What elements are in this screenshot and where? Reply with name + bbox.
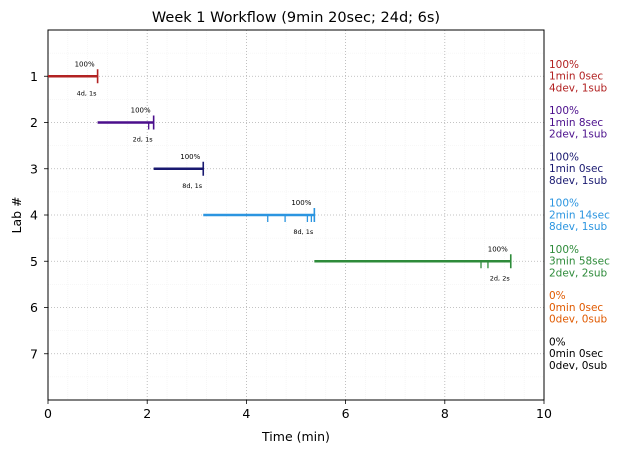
lab-5-summary-line: 3min 58sec	[549, 256, 610, 268]
x-tick-label: 10	[536, 406, 552, 421]
lab-7-summary-line: 0dev, 0sub	[549, 360, 608, 372]
y-tick-label: 1	[30, 69, 38, 84]
y-tick-label: 2	[30, 115, 38, 130]
lab-6-summary-line: 0dev, 0sub	[549, 314, 608, 326]
y-tick-label: 3	[30, 161, 38, 176]
x-tick-label: 2	[143, 406, 151, 421]
lab-1-percent-label: 100%	[75, 60, 95, 68]
lab-3-summary-line: 1min 0sec	[549, 163, 603, 175]
lab-7-summary-line: 0min 0sec	[549, 348, 603, 360]
y-tick-label: 4	[30, 208, 38, 223]
lab-1-summary-line: 1min 0sec	[549, 71, 603, 83]
lab-4-summary-line: 2min 14sec	[549, 209, 610, 221]
lab-6-summary-line: 0%	[549, 290, 566, 302]
lab-1-summary-line: 4dev, 1sub	[549, 82, 608, 94]
x-tick-label: 4	[242, 406, 250, 421]
lab-5-percent-label: 100%	[488, 245, 508, 253]
lab-4-summary-line: 8dev, 1sub	[549, 221, 608, 233]
minor-grid	[48, 30, 544, 400]
lab-5-summary-line: 100%	[549, 244, 579, 256]
y-axis-label: Lab #	[9, 196, 24, 233]
x-axis-label: Time (min)	[261, 429, 330, 444]
lab-4-count-label: 8d, 1s	[293, 228, 314, 236]
lab-4-percent-label: 100%	[291, 199, 311, 207]
lab-3-summary-line: 100%	[549, 151, 579, 163]
series-layer: 100% 4d, 1s 100% 2d, 1s 100% 8d, 1s 100% 8d, 1s…	[48, 60, 512, 282]
lab-1-summary-line: 100%	[549, 59, 579, 71]
lab-3-percent-label: 100%	[180, 153, 200, 161]
lab-2-summary-line: 1min 8sec	[549, 117, 603, 129]
y-axis-ticks: 1 2 3 4 5 6 7	[30, 69, 48, 361]
lab-6-summary-line: 0min 0sec	[549, 302, 603, 314]
x-tick-label: 0	[44, 406, 52, 421]
lab-5-summary-line: 2dev, 2sub	[549, 267, 608, 279]
lab-3-count-label: 8d, 1s	[182, 182, 203, 190]
x-tick-label: 8	[441, 406, 449, 421]
lab-2-summary-line: 2dev, 1sub	[549, 129, 608, 141]
x-axis-ticks: 0 2 4 6 8 10	[44, 400, 552, 421]
lab-5-count-label: 2d, 2s	[490, 274, 511, 282]
y-tick-label: 5	[30, 254, 38, 269]
lab-2-summary-line: 100%	[549, 105, 579, 117]
lab-2-percent-label: 100%	[131, 107, 151, 115]
y-tick-label: 6	[30, 300, 38, 315]
lab-7-summary-line: 0%	[549, 336, 566, 348]
lab-4-summary-line: 100%	[549, 198, 579, 210]
chart-title: Week 1 Workflow (9min 20sec; 24d; 6s)	[152, 10, 440, 26]
y-tick-label: 7	[30, 346, 38, 361]
x-tick-label: 6	[342, 406, 350, 421]
lab-2-count-label: 2d, 1s	[133, 136, 154, 144]
lab-1-count-label: 4d, 1s	[77, 89, 98, 97]
lab-3-summary-line: 8dev, 1sub	[549, 175, 608, 187]
